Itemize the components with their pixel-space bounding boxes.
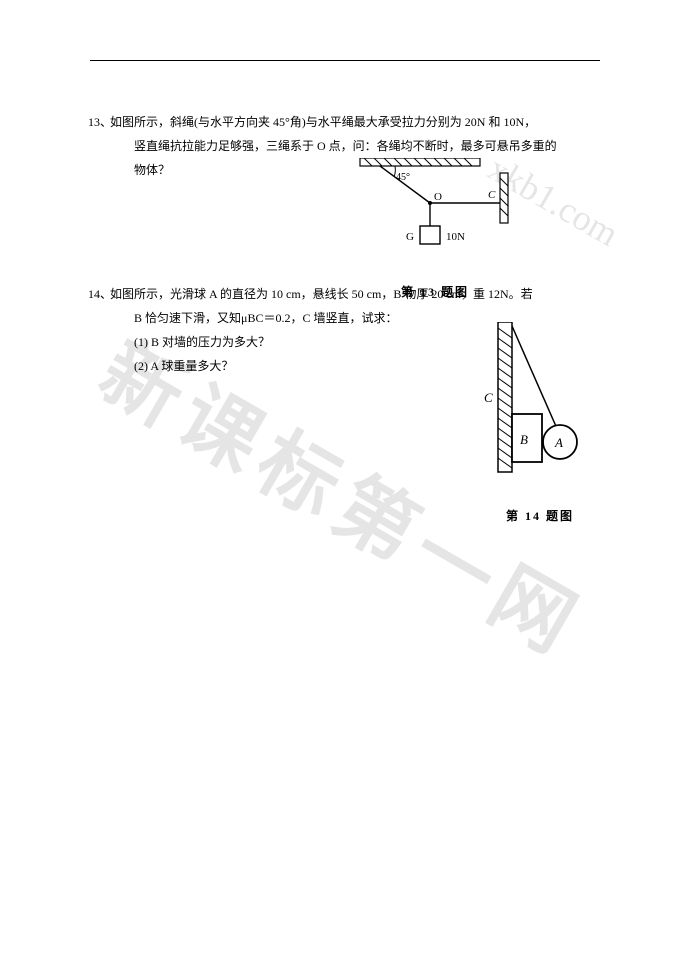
q14-line1: 如图所示，光滑球 A 的直径为 10 cm，悬线长 50 cm，B 物厚 20 … xyxy=(110,282,590,306)
figure-13-svg: 45° O C G 10N xyxy=(350,158,520,268)
question-13: 13、 如图所示，斜绳(与水平方向夹 45°角)与水平绳最大承受拉力分别为 20… xyxy=(110,110,590,182)
fig13-10N: 10N xyxy=(446,231,465,243)
fig14-B: B xyxy=(520,432,528,447)
q13-number: 13、 xyxy=(88,110,112,134)
fig13-angle: 45° xyxy=(396,172,410,183)
question-14: 14、 如图所示，光滑球 A 的直径为 10 cm，悬线长 50 cm，B 物厚… xyxy=(110,282,590,378)
fig14-C: C xyxy=(484,390,493,405)
q13-line1: 如图所示，斜绳(与水平方向夹 45°角)与水平绳最大承受拉力分别为 20N 和 … xyxy=(110,110,590,134)
figure-14-caption: 第 14 题图 xyxy=(480,504,600,528)
q13-line2: 竖直绳抗拉能力足够强，三绳系于 O 点，问：各绳均不断时，最多可悬吊多重的 xyxy=(110,134,590,158)
fig14-A: A xyxy=(554,435,563,450)
fig13-C: C xyxy=(488,189,496,201)
figure-14-svg: C B A xyxy=(480,322,600,492)
fig13-O: O xyxy=(434,191,442,203)
q14-number: 14、 xyxy=(88,282,112,306)
fig13-G: G xyxy=(406,231,414,243)
page-content: 13、 如图所示，斜绳(与水平方向夹 45°角)与水平绳最大承受拉力分别为 20… xyxy=(110,110,590,378)
top-rule xyxy=(90,60,600,61)
figure-14: C B A 第 14 题图 xyxy=(480,322,600,528)
